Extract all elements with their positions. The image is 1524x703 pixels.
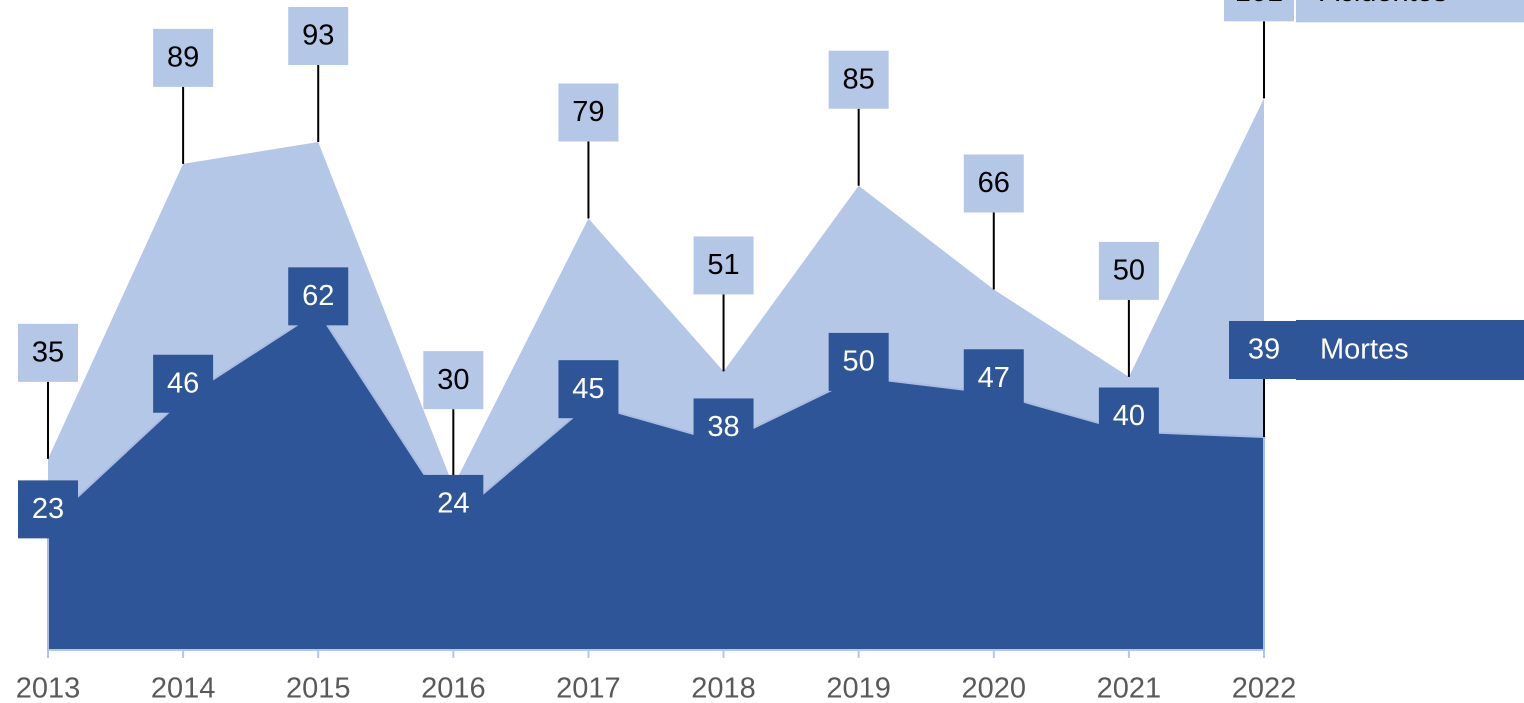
value-label: 89 bbox=[167, 42, 199, 74]
value-label-box bbox=[18, 323, 78, 382]
value-label: 50 bbox=[1113, 255, 1145, 287]
value-label-box bbox=[288, 267, 349, 326]
value-label-box bbox=[288, 7, 349, 66]
value-label-box bbox=[423, 351, 484, 410]
value-label: 66 bbox=[978, 167, 1010, 199]
value-label: 38 bbox=[707, 411, 739, 443]
x-tick-label: 2018 bbox=[691, 673, 756, 703]
value-label-box bbox=[693, 236, 754, 295]
value-label: 62 bbox=[302, 280, 334, 312]
value-label: 47 bbox=[978, 362, 1010, 394]
x-tick-label: 2019 bbox=[826, 673, 891, 703]
value-label-box bbox=[1098, 387, 1159, 446]
x-tick-label: 2014 bbox=[151, 673, 216, 703]
x-tick-label: 2017 bbox=[556, 673, 621, 703]
legend-label: Mortes bbox=[1320, 334, 1409, 366]
value-label-box bbox=[558, 360, 619, 419]
x-tick-label: 2015 bbox=[286, 673, 351, 703]
value-label-box bbox=[153, 354, 214, 413]
value-label-box bbox=[423, 474, 484, 533]
x-tick-label: 2013 bbox=[16, 673, 81, 703]
value-label-box bbox=[828, 332, 889, 391]
value-label: 23 bbox=[32, 493, 64, 525]
value-label-box bbox=[18, 480, 78, 539]
value-label: 79 bbox=[572, 96, 604, 128]
legend-box bbox=[1296, 320, 1524, 380]
value-label: 93 bbox=[302, 20, 334, 52]
value-label-box bbox=[1224, 0, 1294, 22]
value-label: 30 bbox=[437, 364, 469, 396]
value-label: 35 bbox=[32, 336, 64, 368]
value-label-box bbox=[1098, 241, 1159, 300]
legend-label: Acidentes bbox=[1320, 0, 1447, 8]
value-label: 50 bbox=[843, 346, 875, 378]
value-label: 85 bbox=[843, 63, 875, 95]
value-label-box bbox=[153, 28, 214, 87]
x-tick-label: 2022 bbox=[1232, 673, 1297, 703]
value-label: 101 bbox=[1235, 0, 1283, 8]
legend-box bbox=[1296, 0, 1524, 23]
value-label-box bbox=[963, 154, 1024, 213]
x-tick-label: 2020 bbox=[962, 673, 1027, 703]
value-label: 39 bbox=[1248, 334, 1280, 366]
value-label: 40 bbox=[1113, 400, 1145, 432]
x-tick-label: 2016 bbox=[421, 673, 486, 703]
value-label-box bbox=[828, 50, 889, 109]
value-label: 51 bbox=[707, 249, 739, 281]
value-label-box bbox=[558, 83, 619, 142]
x-tick-label: 2021 bbox=[1097, 673, 1162, 703]
value-label: 45 bbox=[572, 373, 604, 405]
value-label: 24 bbox=[437, 488, 469, 520]
value-label-box bbox=[963, 349, 1024, 408]
value-label: 46 bbox=[167, 367, 199, 399]
value-label-box bbox=[1229, 321, 1299, 379]
value-label-box bbox=[693, 398, 754, 457]
